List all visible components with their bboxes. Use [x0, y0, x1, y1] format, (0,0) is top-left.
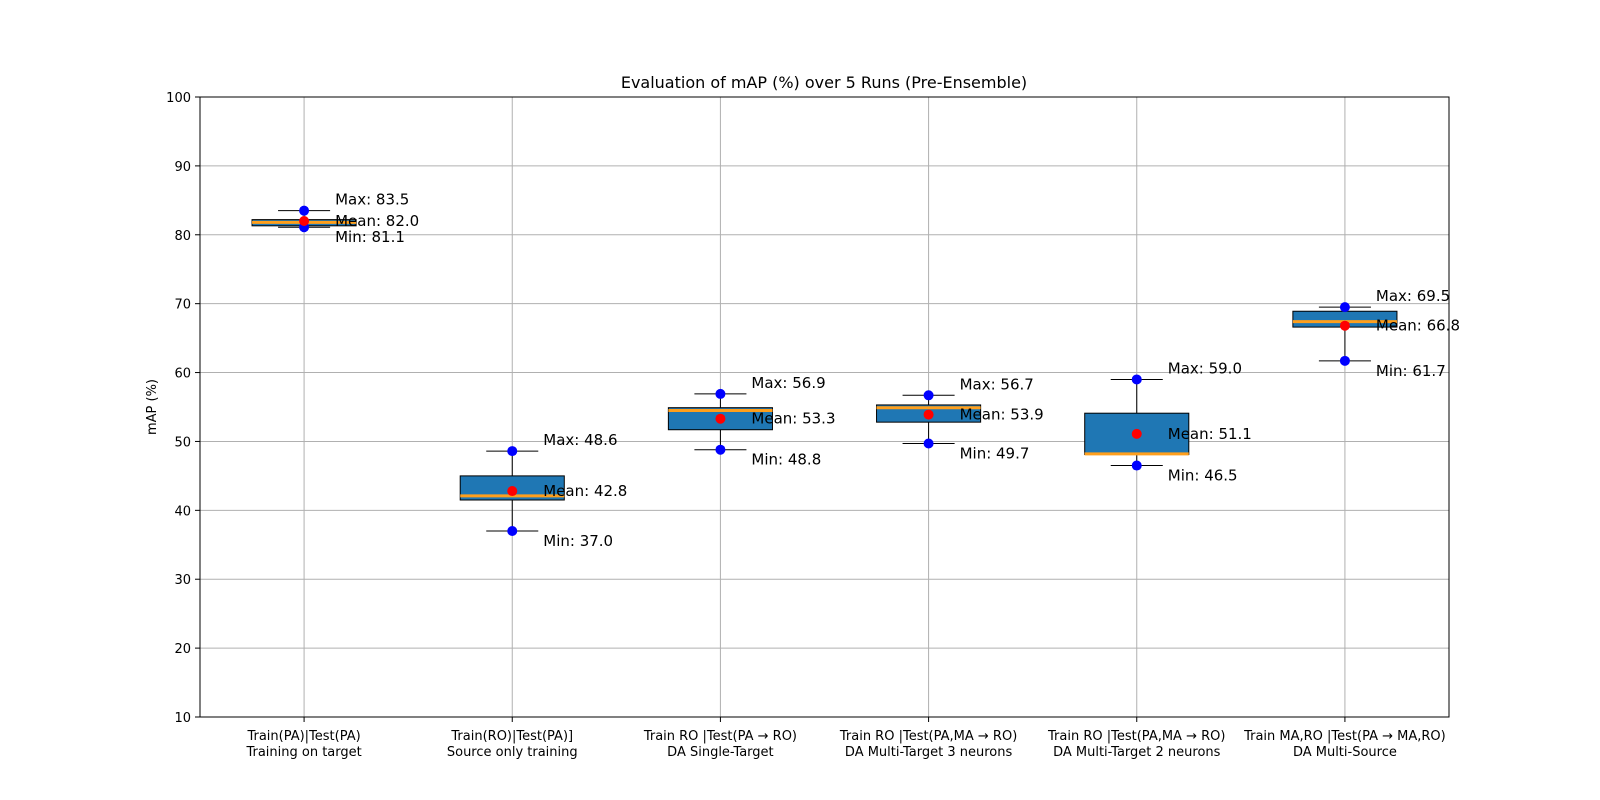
max-label: Max: 56.9	[751, 374, 825, 392]
mean-label: Mean: 51.1	[1168, 425, 1252, 443]
x-tick-label: Train(PA)|Test(PA)	[246, 729, 360, 744]
mean-marker	[715, 413, 726, 424]
x-tick-label: Train RO |Test(PA,MA → RO)	[1047, 729, 1225, 744]
x-tick-label: Train MA,RO |Test(PA → MA,RO)	[1243, 729, 1446, 744]
min-label: Min: 61.7	[1376, 362, 1446, 380]
y-axis-label: mAP (%)	[145, 379, 160, 435]
min-marker	[923, 438, 934, 449]
y-tick-label: 10	[174, 711, 191, 726]
mean-marker	[507, 486, 518, 497]
max-marker	[507, 446, 518, 457]
x-tick-label: DA Multi-Target 3 neurons	[845, 745, 1013, 760]
max-label: Max: 59.0	[1168, 359, 1242, 377]
max-marker	[923, 390, 934, 401]
max-label: Max: 56.7	[960, 375, 1034, 393]
mean-label: Mean: 42.8	[543, 482, 627, 500]
min-marker	[1131, 460, 1142, 471]
x-tick-label: DA Single-Target	[667, 745, 774, 760]
mean-label: Mean: 53.9	[960, 406, 1044, 424]
y-tick-label: 100	[166, 91, 191, 106]
y-axis-ticks: 10 20 30 40 50 60 70 80 90 100	[166, 91, 200, 726]
x-tick-label: DA Multi-Target 2 neurons	[1053, 745, 1221, 760]
max-label: Max: 48.6	[543, 431, 617, 449]
mean-marker	[1339, 320, 1350, 331]
y-tick-label: 70	[174, 298, 191, 313]
max-marker	[715, 388, 726, 399]
chart-title: Evaluation of mAP (%) over 5 Runs (Pre-E…	[621, 73, 1027, 92]
plot-frame	[199, 96, 1450, 718]
x-tick-label: Training on target	[245, 745, 361, 760]
y-tick-label: 30	[174, 573, 191, 588]
y-tick-label: 50	[174, 435, 191, 450]
mean-label: Mean: 82.0	[335, 212, 419, 230]
y-tick-label: 90	[174, 160, 191, 175]
mean-label: Mean: 53.3	[751, 410, 835, 428]
y-tick-label: 20	[174, 642, 191, 657]
min-label: Min: 37.0	[543, 532, 613, 550]
min-marker	[1339, 355, 1350, 366]
y-tick-label: 80	[174, 229, 191, 244]
x-tick-label: Source only training	[447, 745, 578, 760]
y-tick-label: 40	[174, 504, 191, 519]
x-tick-label: Train RO |Test(PA,MA → RO)	[839, 729, 1017, 744]
y-tick-label: 60	[174, 367, 191, 382]
min-marker	[507, 526, 518, 536]
mean-label: Mean: 66.8	[1376, 317, 1460, 335]
max-marker	[299, 205, 310, 216]
min-marker	[715, 444, 726, 455]
min-label: Min: 48.8	[751, 451, 821, 469]
x-tick-label: Train RO |Test(PA → RO)	[643, 729, 797, 744]
x-tick-label: Train(RO)|Test(PA)]	[450, 729, 573, 744]
x-axis-ticks: Train(PA)|Test(PA)Training on target Trai…	[245, 717, 1446, 760]
max-label: Max: 69.5	[1376, 287, 1450, 305]
mean-marker	[923, 409, 934, 420]
min-label: Min: 81.1	[335, 228, 405, 246]
mean-marker	[1131, 428, 1142, 439]
min-label: Min: 49.7	[960, 445, 1030, 463]
markers	[299, 205, 1350, 536]
min-label: Min: 46.5	[1168, 467, 1238, 485]
max-marker	[1339, 302, 1350, 313]
mean-marker	[299, 216, 310, 226]
x-tick-label: DA Multi-Source	[1293, 745, 1397, 760]
max-marker	[1131, 374, 1142, 385]
max-label: Max: 83.5	[335, 191, 409, 209]
